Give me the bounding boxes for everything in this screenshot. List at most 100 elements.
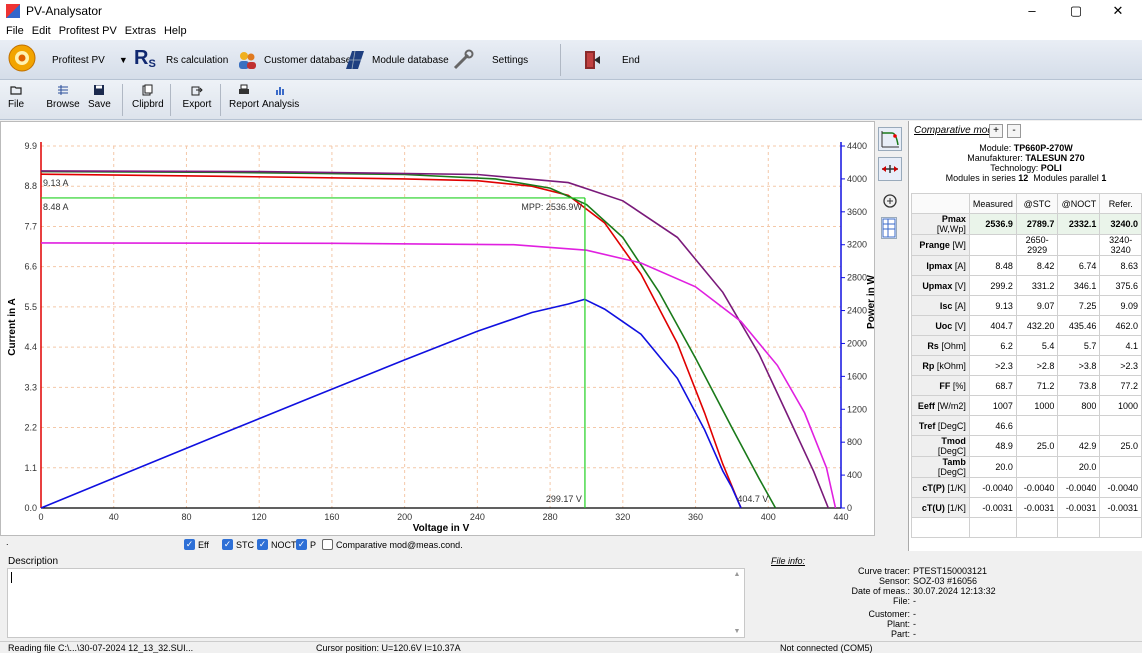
y-left-tick-label: 8.8 — [24, 181, 37, 191]
y-left-tick-label: 5.5 — [24, 302, 37, 312]
export-button[interactable]: Export — [182, 84, 212, 110]
menu-profitest-pv[interactable]: Profitest PV — [58, 25, 117, 37]
table-row: Upmax [V] 299.2 331.2 346.1 375.6 — [911, 275, 1142, 296]
exit-door-icon — [585, 51, 600, 69]
x-tick-label: 440 — [833, 512, 848, 522]
table-cell — [1099, 456, 1142, 478]
checkbox-noct[interactable]: ✓ NOCT — [257, 539, 297, 550]
file-open-button[interactable]: File — [6, 84, 26, 110]
table-cell — [1015, 456, 1059, 478]
report-label: Report — [229, 99, 260, 110]
remove-module-button[interactable]: - — [1007, 124, 1021, 138]
table-cell: 8.63 — [1099, 255, 1142, 276]
row-label: Tref [DegC] — [911, 415, 970, 436]
minimize-button[interactable]: – — [1028, 3, 1036, 18]
settings-button[interactable]: Settings — [452, 48, 528, 72]
table-cell: 77.2 — [1099, 375, 1142, 396]
checkbox-eff[interactable]: ✓ Eff — [184, 539, 209, 550]
row-label: FF [%] — [911, 375, 970, 396]
checkbox-p[interactable]: ✓ P — [296, 539, 316, 550]
y-left-tick-label: 3.3 — [24, 382, 37, 392]
scroll-up-icon[interactable]: ▲ — [733, 571, 741, 578]
toolbar-separator — [122, 84, 123, 116]
profitest-pv-button[interactable]: Profitest PV ▼ — [52, 48, 128, 72]
iv-chart[interactable]: 0 40 80 120 160 200 240 280 320 360 400 440 0.0 1.1 2.… — [1, 122, 877, 535]
description-textarea[interactable]: ▲ ▼ — [7, 568, 745, 638]
part-value: - — [913, 629, 916, 639]
y-right-tick-label: 2800 — [847, 273, 867, 283]
zoom-in-icon[interactable] — [882, 193, 898, 209]
table-cell: -0.0031 — [1057, 497, 1101, 518]
profitest-logo-icon[interactable] — [8, 44, 36, 72]
save-button[interactable]: Save — [88, 84, 111, 110]
column-header: @STC — [1015, 193, 1059, 214]
file-toolbar: File Browse Save Clipbrd Export Report A… — [0, 80, 1142, 120]
check-icon: ✓ — [296, 539, 307, 550]
description-scrollbar[interactable]: ▲ ▼ — [732, 571, 742, 635]
menu-extras[interactable]: Extras — [124, 25, 156, 37]
bar-chart-icon — [276, 87, 284, 95]
table-cell: 1000 — [1015, 395, 1059, 416]
checkbox-noct-label: NOCT — [271, 539, 297, 550]
scroll-down-icon[interactable]: ▼ — [733, 628, 741, 635]
curve-view-button[interactable] — [878, 127, 902, 151]
menu-help[interactable]: Help — [163, 25, 187, 37]
table-cell: -0.0031 — [1099, 497, 1142, 518]
y-right-tick-label: 3600 — [847, 207, 867, 217]
rs-calculation-button[interactable]: Rs calculation — [166, 48, 228, 72]
table-row: Prange [W] 2650-2929 3240-3240 — [911, 234, 1142, 256]
manufacturer-label: Manufakturer: — [967, 153, 1023, 163]
table-row: FF [%] 68.7 71.2 73.8 77.2 — [911, 375, 1142, 396]
close-button[interactable]: ✕ — [1112, 3, 1124, 18]
add-module-button[interactable]: + — [989, 124, 1003, 138]
menu-file[interactable]: File — [6, 25, 24, 37]
restore-button[interactable]: ▢ — [1069, 3, 1083, 18]
rs-calculation-label: Rs calculation — [166, 54, 229, 66]
table-cell — [968, 234, 1017, 256]
end-button[interactable]: End — [580, 48, 640, 72]
isc-label: 9.13 A — [43, 178, 69, 188]
series-line — [40, 298, 742, 509]
iv-curve-plot[interactable]: 0 40 80 120 160 200 240 280 320 360 400 440 0.0 1.1 2.… — [0, 121, 877, 536]
checkbox-comparative[interactable]: Comparative mod@meas.cond. — [322, 539, 463, 550]
dropdown-arrow-icon: ▼ — [118, 55, 128, 65]
clipboard-button[interactable]: Clipbrd — [132, 84, 164, 110]
export-icon — [191, 86, 203, 96]
y-left-tick-label: 4.4 — [24, 342, 37, 352]
table-cell: 25.0 — [1015, 435, 1059, 457]
table-cell: 8.48 — [968, 255, 1017, 276]
analysis-button[interactable]: Analysis — [262, 84, 299, 110]
y-right-tick-label: 800 — [847, 437, 862, 447]
table-row: cT(U) [1/K] -0.0031 -0.0031 -0.0031 -0.0031 — [911, 497, 1142, 518]
y-right-tick-label: 4000 — [847, 174, 867, 184]
folder-icon — [10, 86, 22, 95]
table-cell: 48.9 — [968, 435, 1017, 457]
table-row: Ipmax [A] 8.48 8.42 6.74 8.63 — [911, 255, 1142, 276]
customer-database-button[interactable]: Customer database — [236, 48, 351, 72]
checkbox-stc[interactable]: ✓ STC — [222, 539, 254, 550]
plant-value: - — [913, 619, 916, 629]
row-label: cT(P) [1/K] — [911, 477, 970, 498]
x-tick-label: 0 — [38, 512, 43, 522]
y-right-tick-label: 1600 — [847, 371, 867, 381]
row-label: Pmax [W,Wp] — [911, 213, 970, 235]
comparative-module-link[interactable]: Comparative modu — [914, 125, 999, 136]
file-value: - — [913, 596, 916, 606]
window-title: PV-Analysator — [26, 4, 103, 18]
report-button[interactable]: Report — [229, 84, 259, 110]
module-database-button[interactable]: Module database — [344, 48, 449, 72]
table-row: Rs [Ohm] 6.2 5.4 5.7 4.1 — [911, 335, 1142, 356]
menu-edit[interactable]: Edit — [31, 25, 51, 37]
file-label: File: — [892, 596, 910, 606]
checkbox-eff-label: Eff — [198, 539, 209, 550]
data-table-button[interactable] — [881, 217, 897, 239]
zoom-fit-button[interactable] — [878, 157, 902, 181]
table-row: Isc [A] 9.13 9.07 7.25 9.09 — [911, 295, 1142, 316]
row-label: Upmax [V] — [911, 275, 970, 296]
plot-side-toolbar — [875, 121, 910, 551]
x-tick-label: 280 — [543, 512, 558, 522]
table-cell — [1057, 415, 1101, 436]
table-icon — [882, 218, 896, 238]
browse-button[interactable]: Browse — [46, 84, 80, 110]
